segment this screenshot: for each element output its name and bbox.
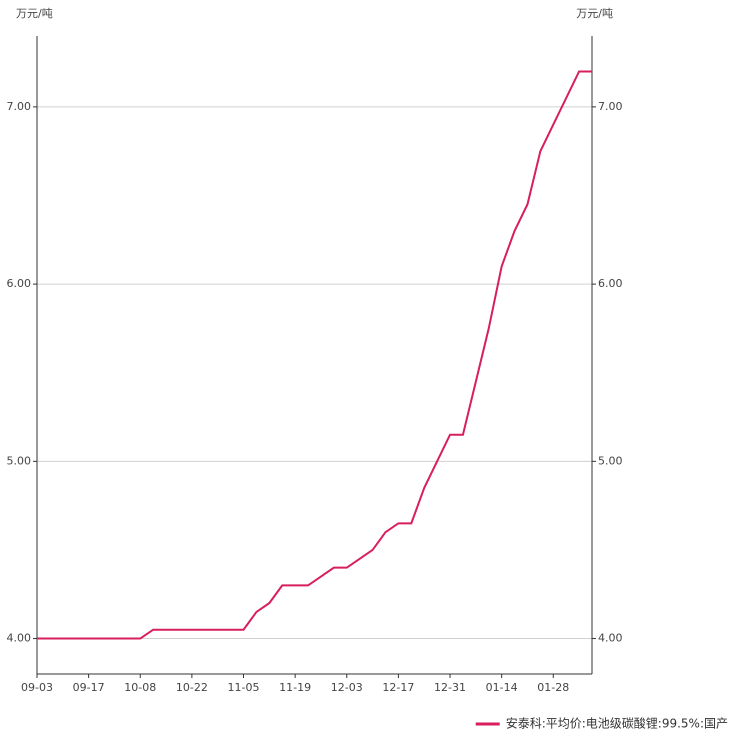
y2-unit: 万元/吨 (576, 7, 613, 20)
x-tick-label: 09-17 (73, 681, 105, 694)
y-tick-label: 5.00 (7, 454, 32, 467)
y-unit: 万元/吨 (16, 7, 53, 20)
x-tick-label: 10-08 (124, 681, 156, 694)
x-tick-label: 09-03 (21, 681, 53, 694)
y2-tick-label: 5.00 (598, 454, 623, 467)
x-tick-label: 12-03 (331, 681, 363, 694)
y2-tick-label: 6.00 (598, 277, 623, 290)
x-tick-label: 11-05 (228, 681, 260, 694)
x-tick-label: 01-28 (537, 681, 569, 694)
y-tick-label: 7.00 (7, 100, 32, 113)
y2-tick-label: 4.00 (598, 632, 623, 645)
x-tick-label: 11-19 (279, 681, 311, 694)
y2-tick-label: 7.00 (598, 100, 623, 113)
x-tick-label: 01-14 (486, 681, 518, 694)
line-series (37, 70, 592, 640)
x-tick-label: 12-31 (434, 681, 466, 694)
x-tick-label: 12-17 (382, 681, 414, 694)
y-tick-label: 6.00 (7, 277, 32, 290)
y-tick-label: 4.00 (7, 632, 32, 645)
legend-label: 安泰科:平均价:电池级碳酸锂:99.5%:国产 (506, 716, 728, 731)
x-tick-label: 10-22 (176, 681, 208, 694)
